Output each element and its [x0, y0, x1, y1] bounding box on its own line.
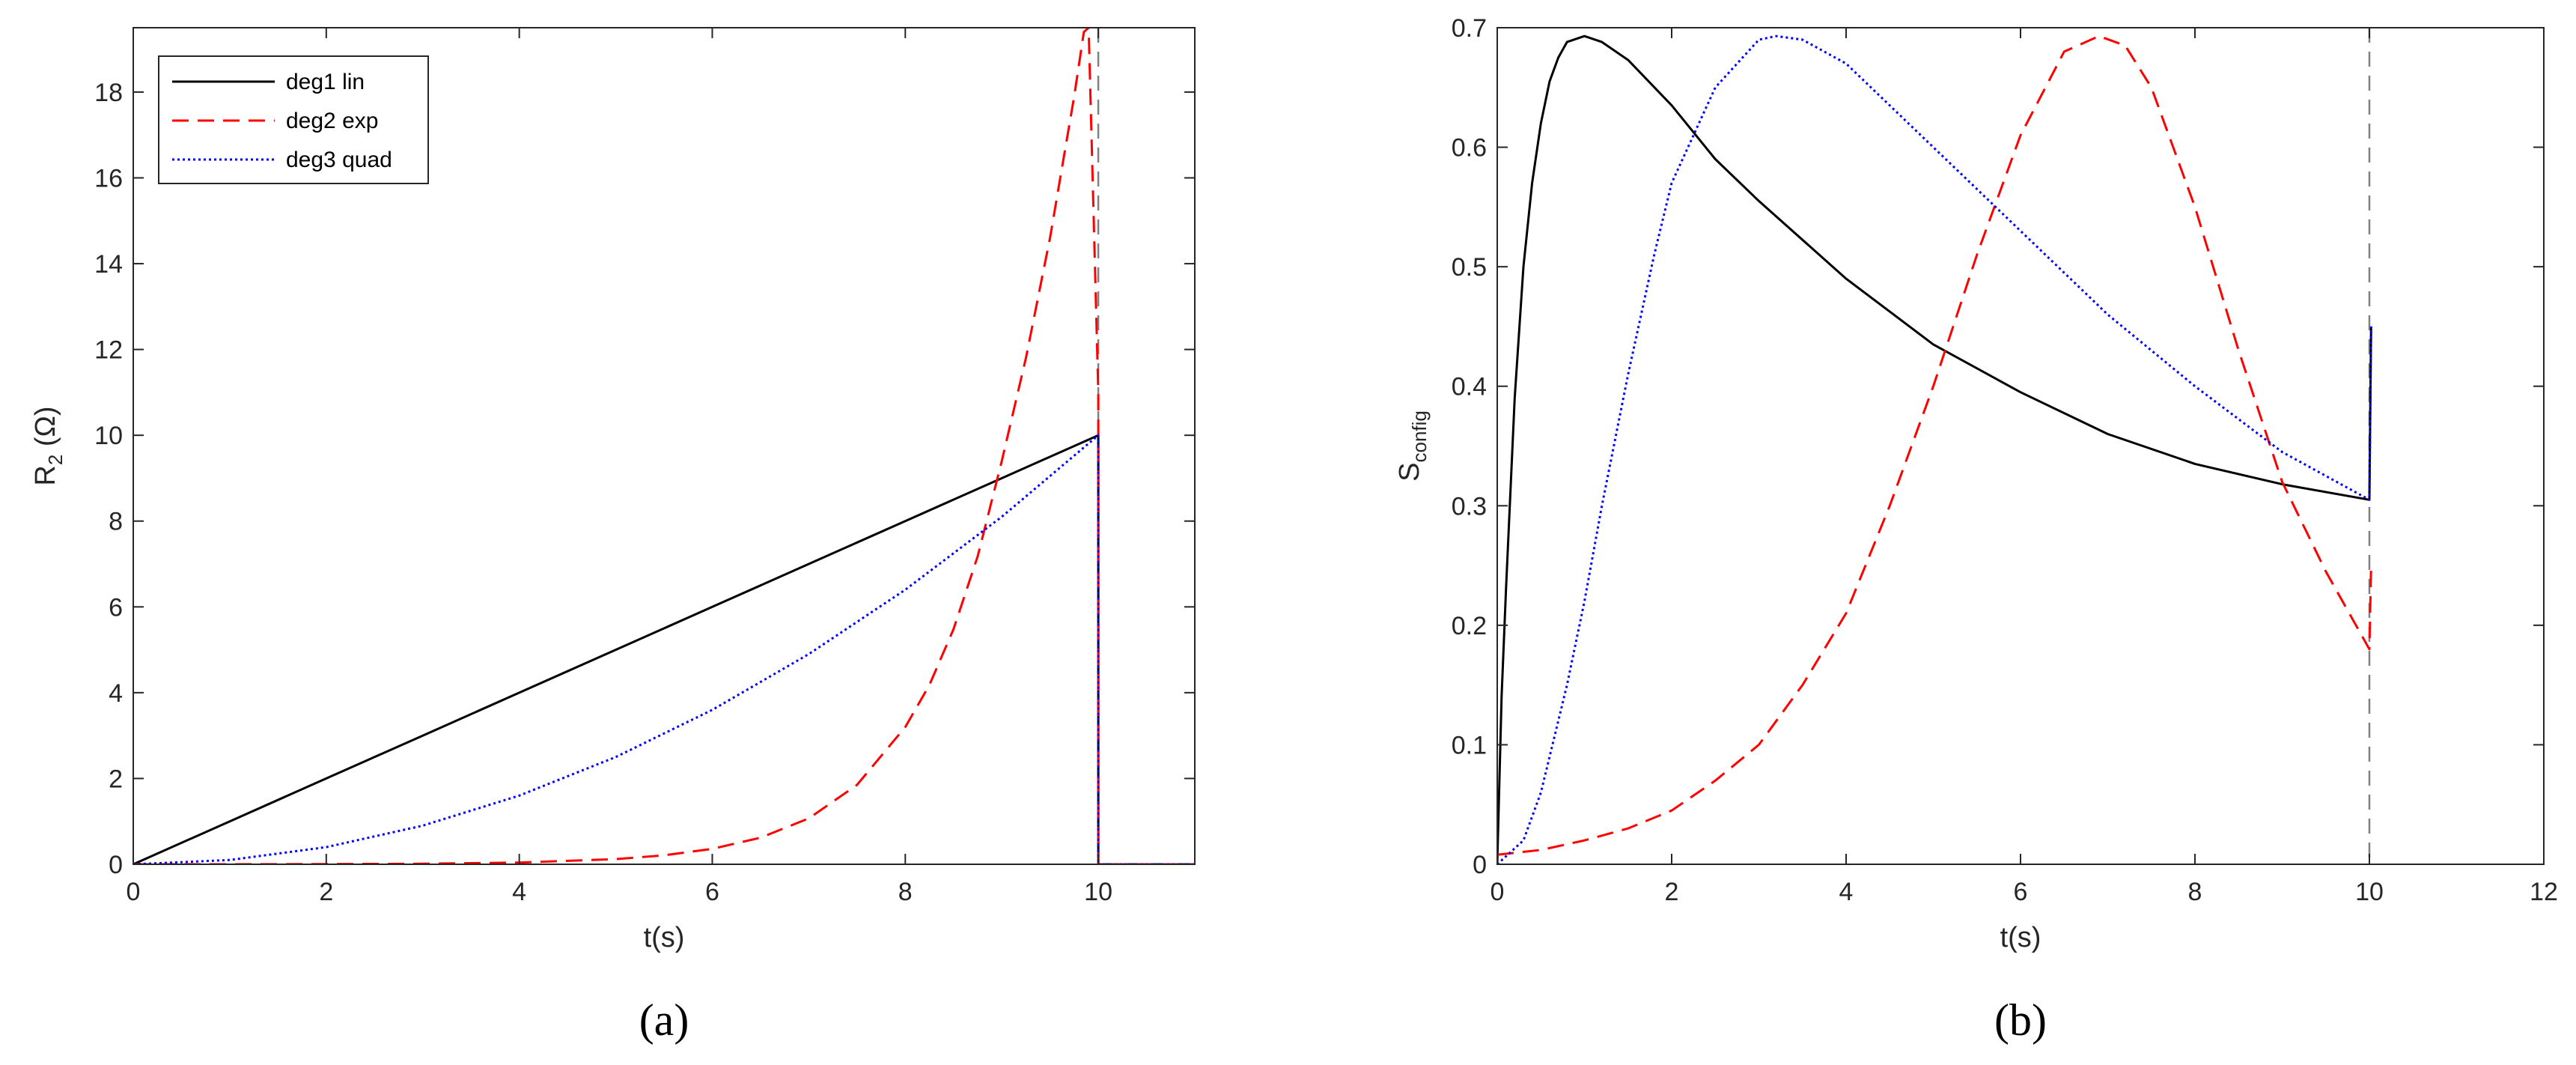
y-tick-label: 2 — [109, 765, 123, 793]
panel-a-y-label-unit: (Ω) — [30, 406, 61, 454]
y-tick-label: 0 — [1473, 851, 1487, 879]
panel-a-y-axis-label: R2 (Ω) — [30, 406, 67, 485]
y-tick-label: 4 — [109, 679, 123, 708]
x-tick-label: 10 — [2355, 878, 2384, 906]
legend-label-deg3-quad: deg3 quad — [286, 148, 392, 172]
y-tick-label: 0 — [109, 851, 123, 879]
panel-a-y-label-main: R — [30, 465, 61, 485]
y-tick-label: 0.3 — [1452, 492, 1487, 521]
y-tick-label: 0.5 — [1452, 253, 1487, 282]
chart-panel-b: 0 2 4 6 8 10 12 0 0.1 0.2 0.3 0.4 0.5 0.6 0.7 t(s) Sco… — [1394, 14, 2558, 1045]
y-tick-label: 18 — [94, 79, 123, 107]
x-tick-label: 4 — [1839, 878, 1854, 906]
panel-a-caption: (a) — [639, 995, 689, 1045]
series-line-deg2-exp — [133, 28, 1195, 864]
x-tick-label: 4 — [512, 878, 526, 906]
series-line-deg3-quad — [1497, 34, 2372, 864]
y-tick-label: 8 — [109, 508, 123, 536]
y-tick-label: 0.2 — [1452, 612, 1487, 640]
y-tick-label: 0.7 — [1452, 14, 1487, 43]
x-tick-label: 6 — [705, 878, 719, 906]
x-tick-label: 12 — [2530, 878, 2558, 906]
panel-b-x-axis-label: t(s) — [2000, 922, 2041, 953]
panel-a-axes-frame — [133, 27, 1196, 865]
y-tick-label: 6 — [109, 593, 123, 622]
y-tick-label: 12 — [94, 336, 123, 365]
legend-label-deg2-exp: deg2 exp — [286, 109, 378, 133]
panel-b-caption: (b) — [1994, 995, 2047, 1045]
x-tick-label: 0 — [1491, 878, 1505, 906]
y-tick-label: 16 — [94, 164, 123, 192]
y-tick-label: 0.1 — [1452, 731, 1487, 759]
y-tick-label: 0.6 — [1452, 134, 1487, 163]
x-tick-label: 2 — [319, 878, 333, 906]
y-tick-label: 10 — [94, 422, 123, 450]
panel-b-y-axis-label: Sconfig — [1394, 410, 1431, 482]
x-tick-label: 10 — [1084, 878, 1112, 906]
panel-b-series-group — [1497, 28, 2372, 864]
series-line-deg2-exp — [1497, 34, 2372, 856]
x-tick-label: 8 — [2188, 878, 2202, 906]
x-tick-label: 8 — [898, 878, 913, 906]
x-tick-label: 2 — [1665, 878, 1679, 906]
panel-b-y-label-main: S — [1394, 463, 1425, 482]
panel-a-x-axis-label: t(s) — [644, 922, 685, 953]
panel-b-y-label-subscript: config — [1408, 410, 1431, 462]
panel-a-ticks-group: 0 2 4 6 8 10 0 2 4 6 8 10 12 14 16 18 — [94, 28, 1195, 906]
series-line-deg3-quad — [133, 434, 1195, 864]
y-tick-label: 0.4 — [1452, 373, 1487, 401]
x-tick-label: 6 — [2014, 878, 2028, 906]
y-tick-label: 14 — [94, 250, 123, 279]
panel-a-legend: deg1 lin deg2 exp deg3 quad — [158, 55, 429, 184]
x-tick-label: 0 — [127, 878, 141, 906]
panel-b-axes-frame — [1496, 27, 2545, 865]
legend-label-deg1-lin: deg1 lin — [286, 70, 365, 94]
series-line-deg1-lin — [1497, 34, 2372, 864]
panel-a-y-label-subscript: 2 — [44, 455, 67, 465]
panel-a-series-group — [133, 28, 1195, 864]
panel-b-ticks-group: 0 2 4 6 8 10 12 0 0.1 0.2 0.3 0.4 0.5 0.6 0.7 — [1452, 14, 2558, 906]
